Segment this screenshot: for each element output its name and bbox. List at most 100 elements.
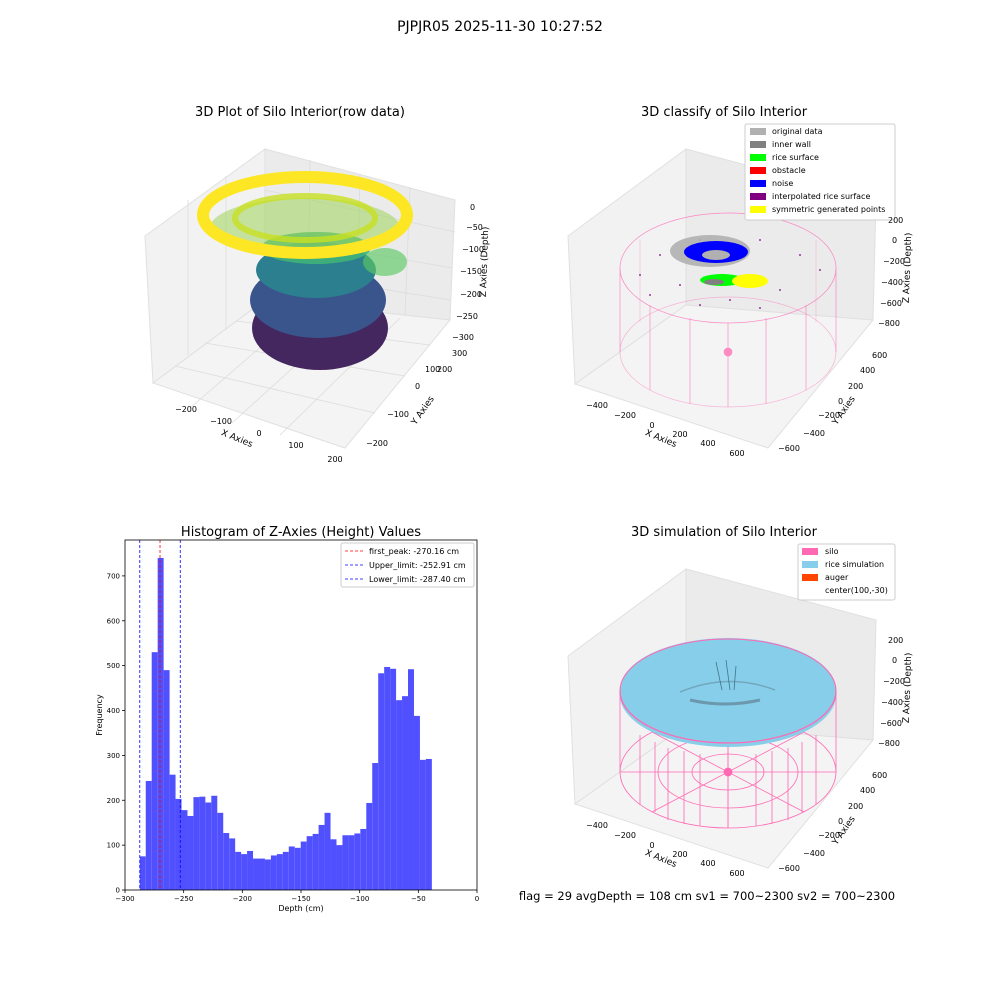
hist-x-ticks: −300 −250 −200 −150 −100 −50 0 <box>115 890 479 903</box>
panel1-y-tick: −200 <box>366 439 388 448</box>
hist-x-tick-label: −100 <box>350 895 369 903</box>
legend-swatch-obstacle <box>750 167 766 174</box>
panel4-rice-lower-band <box>619 690 837 744</box>
panel1-zlabel: Z Axies (Depth) <box>479 227 491 298</box>
panel4-z-tick: −800 <box>878 739 900 748</box>
panel4-floor-pane <box>573 724 874 869</box>
panel1-z-tick: −300 <box>452 333 474 342</box>
hist-bar <box>378 673 385 890</box>
hist-bar <box>419 759 426 890</box>
panel2-x-ticks: −400 −200 0 200 400 600 <box>586 401 745 458</box>
panel4-rice-top <box>619 638 837 744</box>
panel1-z-tick: −250 <box>456 312 478 321</box>
panel2-legend-swatches <box>750 128 766 213</box>
panel2-x-tick: −200 <box>614 411 636 420</box>
hist-y-tick-label: 100 <box>107 842 120 850</box>
legend-label: noise <box>772 179 793 188</box>
panel4-zlabel: Z Axies (Depth) <box>902 653 914 724</box>
panel4-title: 3D simulation of Silo Interior <box>631 525 818 540</box>
panel2-inner-wall-points <box>704 279 724 285</box>
panel4-y-tick: 200 <box>848 802 863 811</box>
panel1-ring-outer <box>197 171 413 259</box>
legend-swatch-inner-wall <box>750 141 766 148</box>
panel2-z-tick: −400 <box>881 278 903 287</box>
panel4-rice-depression <box>689 698 761 706</box>
panel1-x-tick: 0 <box>256 429 261 438</box>
panel4-x-tick: −200 <box>614 831 636 840</box>
legend-label: center(100,-30) <box>825 586 888 595</box>
hist-ylabel: Frequency <box>95 694 104 736</box>
panel4-x-tick: 200 <box>672 850 687 859</box>
hist-y-tick-label: 200 <box>107 797 120 805</box>
panel1-y-ticks: −200 −100 0 100 200 300 <box>366 349 467 448</box>
hist-bar <box>324 812 331 890</box>
panel1-x-tick: 200 <box>327 455 342 464</box>
panel2-y-ticks: −600 −400 −200 0 200 400 600 <box>778 351 887 453</box>
hist-x-tick-label: −300 <box>115 895 134 903</box>
hist-bar <box>288 846 295 890</box>
hist-legend-box <box>340 542 475 588</box>
panel2-silo-floor-center <box>723 347 733 357</box>
panel2-floor-pane <box>573 304 874 449</box>
hist-bar <box>235 851 242 890</box>
legend-label: original data <box>772 127 823 136</box>
hist-y-tick-label: 600 <box>107 617 120 625</box>
panel4-x-ticks: −400 −200 0 200 400 600 <box>586 821 745 878</box>
hist-vlines <box>139 540 181 890</box>
panel4-z-tick: −400 <box>881 698 903 707</box>
hist-bar <box>169 774 176 890</box>
hist-bar <box>312 833 319 890</box>
panel2-z-tick: −800 <box>878 319 900 328</box>
panel1-ylabel: Y Axies <box>409 394 437 427</box>
panel2-y-tick: −200 <box>818 411 840 420</box>
hist-bar <box>336 845 343 890</box>
panel4-x-tick: 400 <box>700 859 715 868</box>
panel4-silo-floor-center <box>723 767 733 777</box>
panel2-inner-ring <box>702 250 730 260</box>
hist-bar <box>425 758 432 890</box>
panel4-z-tick: −200 <box>883 677 905 686</box>
panel1-x-tick: −100 <box>210 417 232 426</box>
legend-swatch-symmetric <box>750 206 766 213</box>
legend-label: rice surface <box>772 153 819 162</box>
panel4-legend-box <box>797 543 896 601</box>
hist-bar <box>253 858 259 890</box>
hist-bar <box>187 815 194 890</box>
panel2-y-tick: 200 <box>848 382 863 391</box>
hist-bar <box>145 780 152 890</box>
legend-label: obstacle <box>772 166 806 175</box>
panel4-z-tick: −600 <box>880 719 902 728</box>
panel4-silo-wireframe <box>619 690 837 829</box>
panel1-y-tick: 200 <box>437 365 452 374</box>
panel2-zlabel: Z Axies (Depth) <box>902 233 914 304</box>
hist-legend-label: first_peak: -270.16 cm <box>369 547 459 556</box>
panel1-y-tick: 300 <box>452 349 467 358</box>
panel4-x-tick: −400 <box>586 821 608 830</box>
hist-bar <box>157 557 164 890</box>
hist-bar <box>318 824 325 890</box>
panel2-z-tick: −200 <box>883 257 905 266</box>
hist-bar <box>247 850 254 890</box>
legend-label: inner wall <box>772 140 811 149</box>
hist-bar <box>241 854 248 890</box>
suptitle: PJPJR05 2025-11-30 10:27:52 <box>397 19 603 35</box>
panel2-y-tick: −400 <box>803 429 825 438</box>
legend-label: interpolated rice surface <box>772 192 870 201</box>
hist-bar <box>270 855 277 890</box>
panel4-x-tick: 600 <box>729 869 744 878</box>
panel4-y-tick: 600 <box>872 771 887 780</box>
panel2-legend: original data inner wall rice surface ob… <box>744 123 896 221</box>
hist-bar <box>264 859 271 890</box>
panel1-z-tick: −150 <box>460 267 482 276</box>
footer-status: flag = 29 avgDepth = 108 cm sv1 = 700~23… <box>519 889 895 903</box>
panel4-y-tick: 400 <box>860 786 875 795</box>
panel-classify-3d: 3D classify of Silo Interior <box>567 105 914 458</box>
hist-legend: first_peak: -270.16 cm Upper_limit: -252… <box>340 542 475 588</box>
hist-bar <box>175 798 182 890</box>
panel4-x-tick: 0 <box>649 841 654 850</box>
hist-bar <box>300 841 307 890</box>
panel1-point-cloud <box>197 171 413 370</box>
hist-bar <box>211 795 218 890</box>
hist-bar <box>276 854 283 890</box>
hist-bar <box>348 835 355 890</box>
